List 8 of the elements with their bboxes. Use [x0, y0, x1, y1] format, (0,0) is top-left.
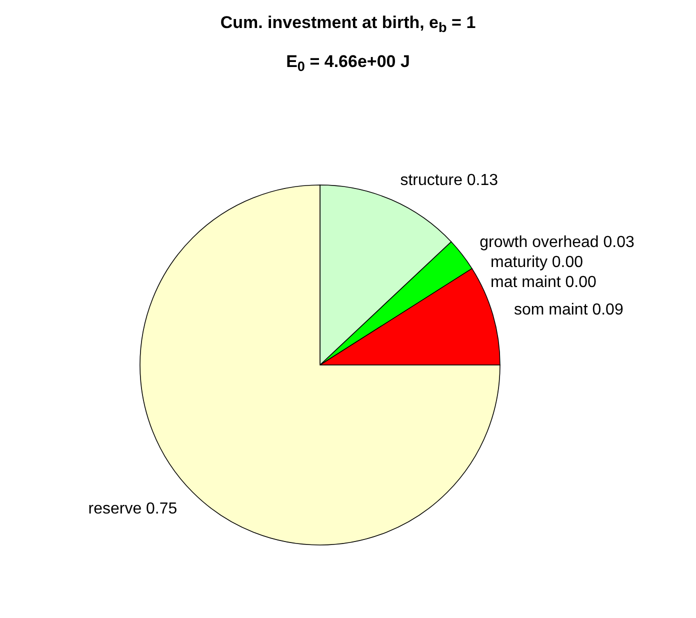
chart-subtitle: E$_{0}$ = 4.66e+00 J — [286, 52, 410, 74]
category-label: mat maint 0.00 — [490, 274, 596, 291]
slice-label: som maint 0.09 — [514, 301, 624, 318]
chart-title: Cum. investment at birth, e$_{b}$ = 1 — [220, 13, 476, 36]
slice-label: growth overhead 0.03 — [480, 234, 634, 251]
slice-label: reserve 0.75 — [88, 500, 178, 518]
category-label: maturity 0.00 — [490, 254, 584, 271]
slice-label: structure 0.13 — [400, 172, 498, 190]
